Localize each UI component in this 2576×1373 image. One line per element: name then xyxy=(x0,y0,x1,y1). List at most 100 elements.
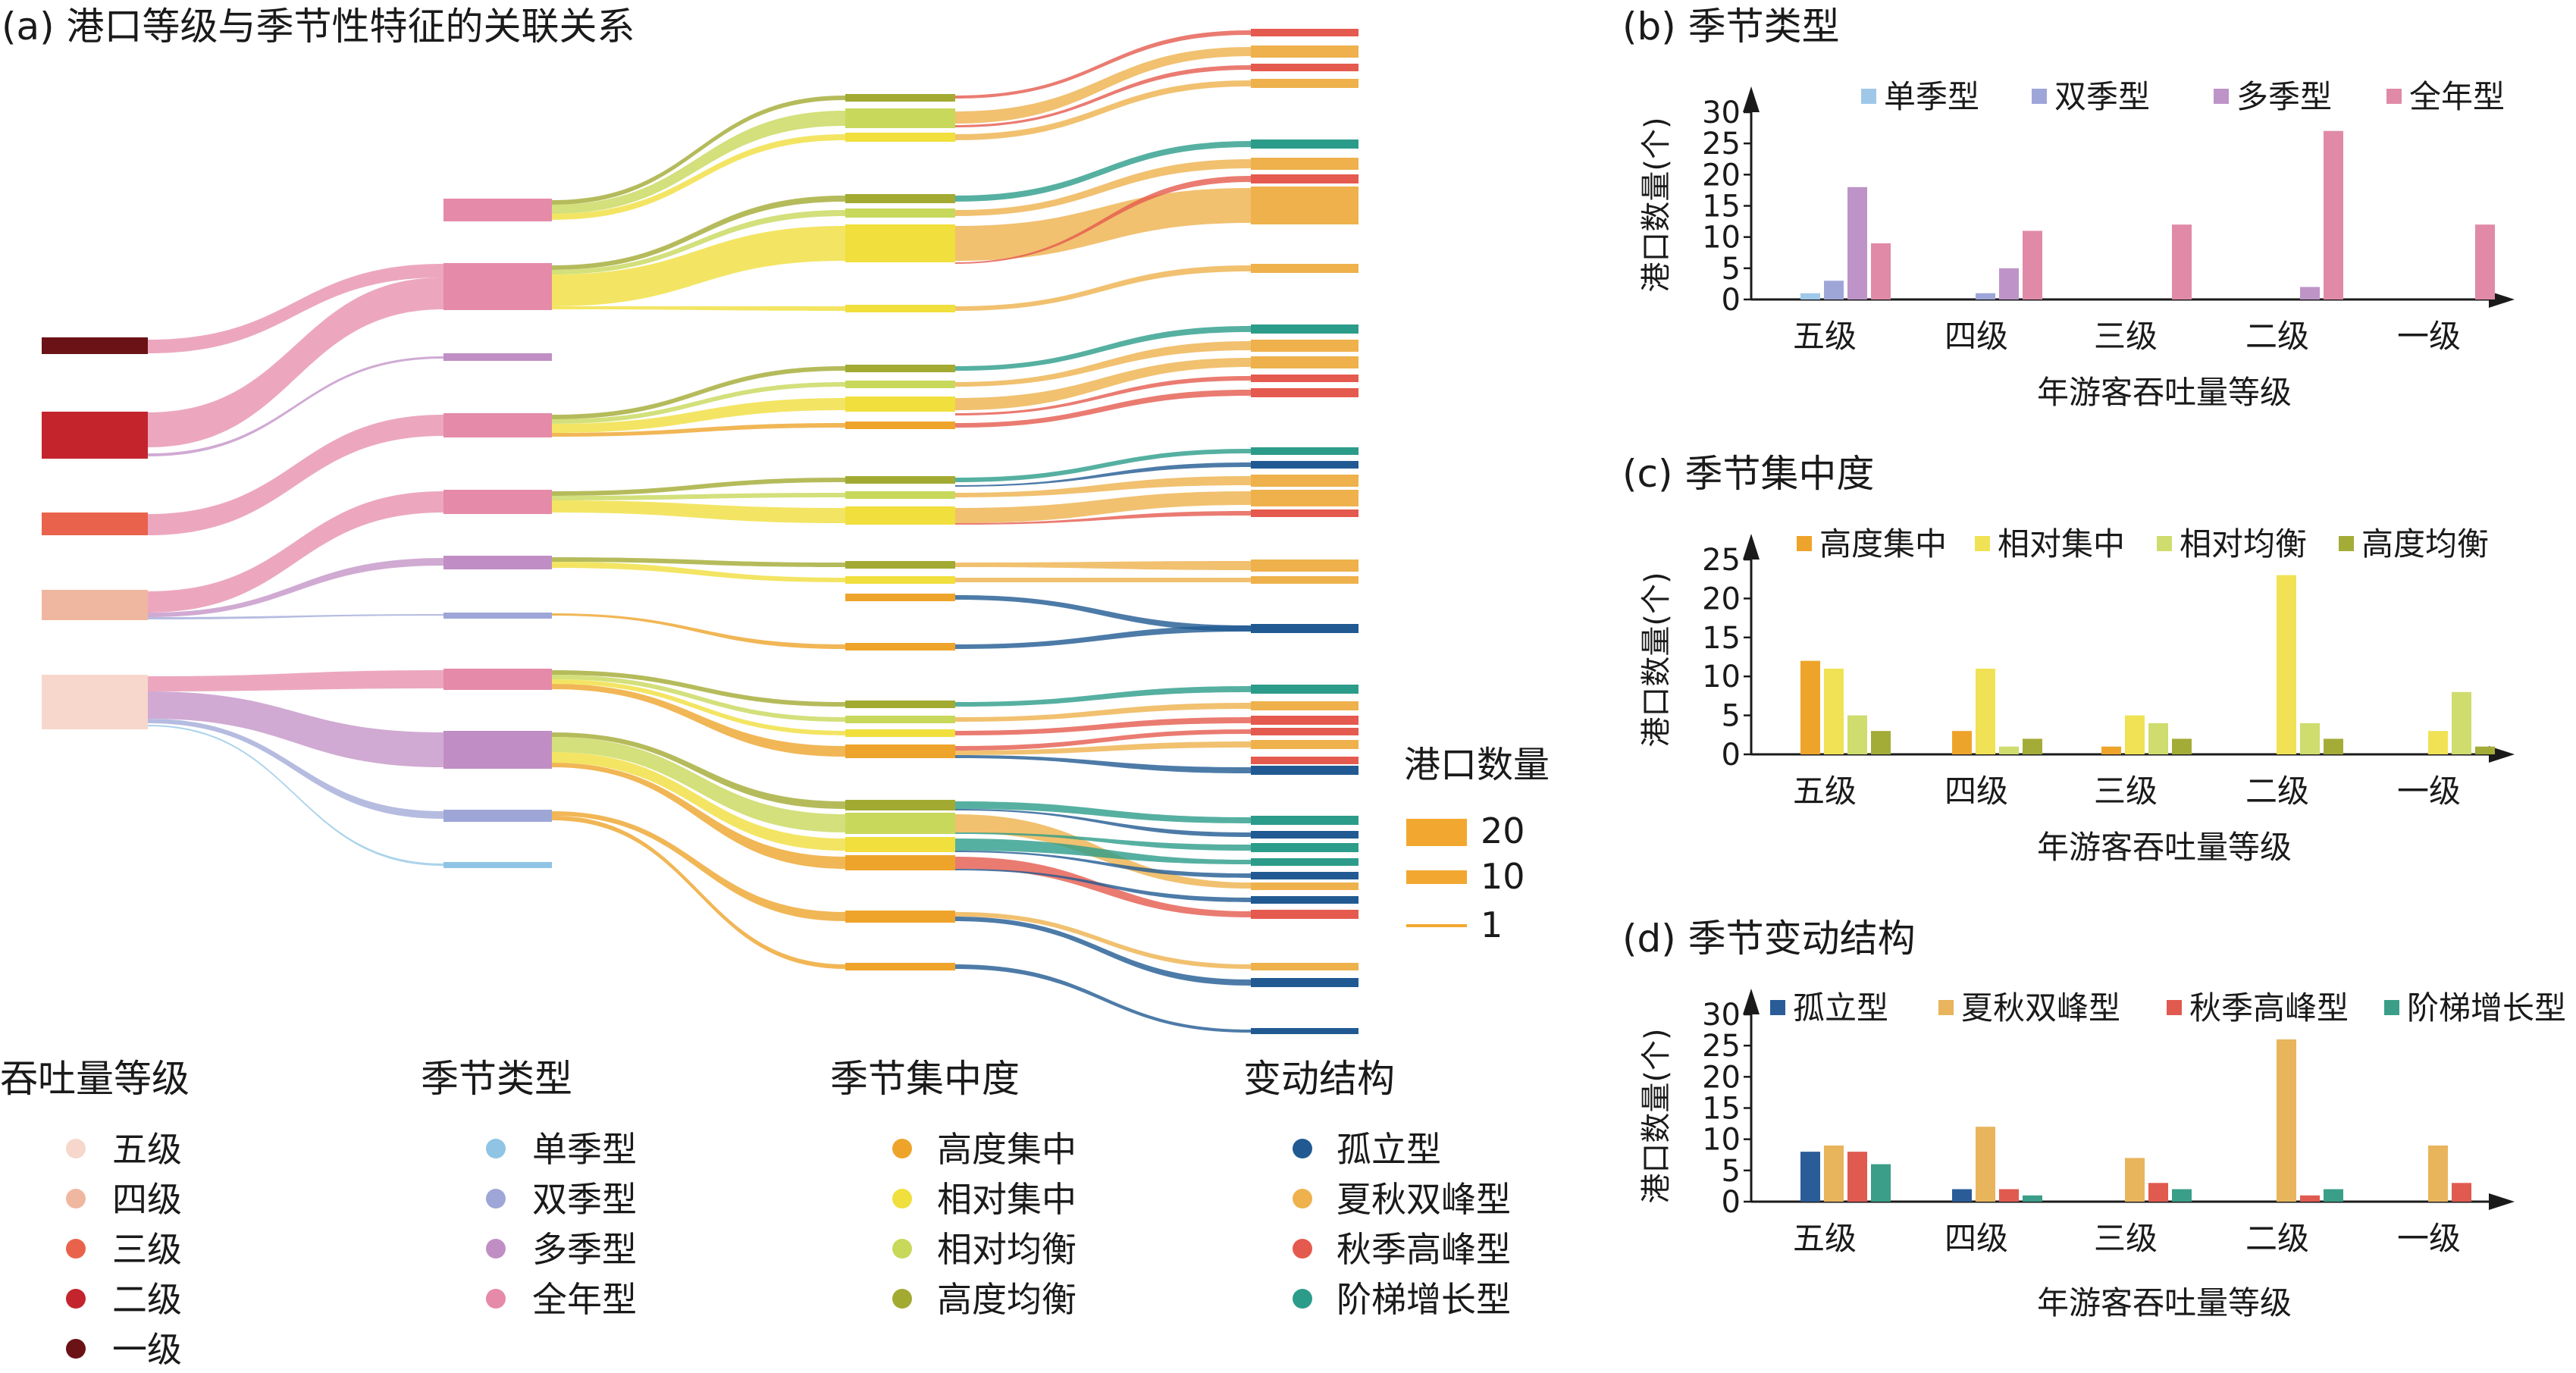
sankey-link xyxy=(955,832,1251,851)
legend-label-structure-1: 孤立型 xyxy=(1337,1129,1441,1170)
panel-b-bar xyxy=(2300,287,2320,299)
sankey-link xyxy=(148,691,443,767)
legend-dot-concentration-3 xyxy=(892,1239,912,1259)
sankey-node-structure-28 xyxy=(1251,757,1359,764)
legend-dot-structure-3 xyxy=(1293,1239,1312,1259)
panel-c-legend-swatch xyxy=(2157,536,2172,551)
legend-label-concentration-2: 相对集中 xyxy=(937,1179,1076,1220)
panel-d-bar xyxy=(2023,1195,2042,1202)
sankey-node-concentration-14 xyxy=(845,506,955,525)
panel-c-xtick-label: 二级 xyxy=(2245,773,2309,810)
sankey-node-concentration-1 xyxy=(845,94,955,102)
sankey-node-structure-34 xyxy=(1251,872,1359,879)
sankey-node-concentration-2 xyxy=(845,108,955,128)
sankey-link xyxy=(552,737,845,832)
size-legend-swatch-20 xyxy=(1406,819,1467,846)
sankey-link xyxy=(148,614,443,619)
panel-c-ytick-label: 25 xyxy=(1702,543,1741,578)
sankey-node-concentration-21 xyxy=(845,729,955,737)
panel-b-bar xyxy=(1800,293,1820,299)
sankey-link xyxy=(148,491,443,613)
sankey-links xyxy=(148,30,1251,1033)
sankey-node-structure-26 xyxy=(1251,728,1359,735)
panel-d-bar xyxy=(1999,1189,2019,1202)
panel-d-xlabel: 年游客吞吐量等级 xyxy=(2037,1284,2292,1321)
sankey-node-concentration-16 xyxy=(845,576,955,584)
sankey-node-structure-32 xyxy=(1251,843,1359,852)
panel-b-bar xyxy=(1871,243,1891,299)
legend-label-season-type-4: 全年型 xyxy=(532,1279,637,1320)
panel-b-ytick-label: 25 xyxy=(1702,127,1741,161)
sankey-link xyxy=(552,398,845,433)
panel-b-xtick-label: 三级 xyxy=(2094,318,2158,355)
panel-d-legend-label: 夏秋双峰型 xyxy=(1961,989,2120,1027)
sankey-link xyxy=(955,717,1251,735)
sankey-node-structure-12 xyxy=(1251,356,1359,368)
sankey-link xyxy=(955,595,1251,632)
panel-c-bar xyxy=(2300,723,2320,754)
panel-b-xtick-label: 五级 xyxy=(1793,318,1857,355)
sankey-link xyxy=(955,390,1251,428)
sankey-node-concentration-4 xyxy=(845,194,955,203)
legend-label-structure-2: 夏秋双峰型 xyxy=(1337,1179,1511,1220)
sankey-link xyxy=(552,96,845,205)
panel-c-bar xyxy=(2428,731,2448,754)
sankey-node-structure-37 xyxy=(1251,910,1359,919)
sankey-link xyxy=(955,47,1251,124)
panel-d-ytick-label: 25 xyxy=(1702,1029,1741,1064)
sankey-link xyxy=(955,476,1251,497)
sankey-link xyxy=(955,462,1251,487)
panel-c-legend-label: 高度均衡 xyxy=(2361,525,2489,563)
sankey-node-season-type-7 xyxy=(443,613,552,619)
panel-d-ytick-label: 15 xyxy=(1702,1092,1741,1127)
sankey-node-concentration-7 xyxy=(845,305,955,312)
legend-title-concentration: 季节集中度 xyxy=(830,1057,1020,1101)
legend-title-tier: 吞吐量等级 xyxy=(0,1057,190,1101)
sankey-node-season-type-6 xyxy=(443,556,552,569)
panel-d-ylabel: 港口数量(个) xyxy=(1639,1028,1674,1203)
panel-d-xtick-label: 一级 xyxy=(2397,1220,2461,1257)
panel-d-xtick-label: 三级 xyxy=(2094,1220,2158,1257)
sankey-node-structure-6 xyxy=(1251,158,1359,170)
panel-c-xtick-label: 五级 xyxy=(1793,773,1857,810)
sankey-node-concentration-11 xyxy=(845,422,955,429)
panel-d-title: (d) 季节变动结构 xyxy=(1622,917,1916,961)
panel-b-xtick-label: 四级 xyxy=(1945,318,2008,355)
sankey-node-structure-30 xyxy=(1251,816,1359,825)
panel-d-xtick-label: 四级 xyxy=(1945,1220,2008,1257)
sankey-link xyxy=(955,755,1251,773)
size-legend-swatch-10 xyxy=(1406,870,1467,884)
sankey-link xyxy=(955,839,1251,864)
panel-b-legend-swatch xyxy=(2214,89,2229,104)
sankey-node-tier-5 xyxy=(42,675,148,729)
sankey-node-concentration-26 xyxy=(845,855,955,870)
sankey-link xyxy=(955,376,1251,415)
panel-b-bar xyxy=(2475,224,2495,299)
panel-b-xtick-label: 二级 xyxy=(2245,318,2309,355)
sankey-node-concentration-23 xyxy=(845,800,955,810)
panel-b-bar xyxy=(2023,230,2042,299)
column-legend-tier: 吞吐量等级 五级 四级 三级 二级 一级 xyxy=(0,1057,190,1370)
sankey-link xyxy=(955,141,1251,202)
sankey-node-concentration-13 xyxy=(845,491,955,499)
sankey-title: (a) 港口等级与季节性特征的关联关系 xyxy=(2,5,635,49)
sankey-node-concentration-5 xyxy=(845,208,955,218)
sankey-node-season-type-5 xyxy=(443,490,552,514)
sankey-node-structure-18 xyxy=(1251,490,1359,506)
panel-c-ylabel: 港口数量(个) xyxy=(1639,572,1674,747)
sankey-node-concentration-17 xyxy=(845,594,955,601)
sankey-node-concentration-20 xyxy=(845,716,955,723)
sankey-node-concentration-24 xyxy=(845,813,955,834)
sankey-link xyxy=(955,449,1251,482)
legend-dot-concentration-2 xyxy=(892,1189,912,1208)
panel-c-ytick-label: 20 xyxy=(1702,581,1741,616)
sankey-link xyxy=(552,226,845,306)
sankey-link xyxy=(955,491,1251,523)
legend-label-tier-4: 四级 xyxy=(112,1179,182,1220)
legend-dot-concentration-1 xyxy=(892,1139,912,1158)
sankey-node-concentration-10 xyxy=(845,397,955,412)
sankey-link xyxy=(148,670,443,691)
panel-c-bar xyxy=(2148,723,2168,754)
panel-d-legend-label: 孤立型 xyxy=(1793,989,1888,1027)
